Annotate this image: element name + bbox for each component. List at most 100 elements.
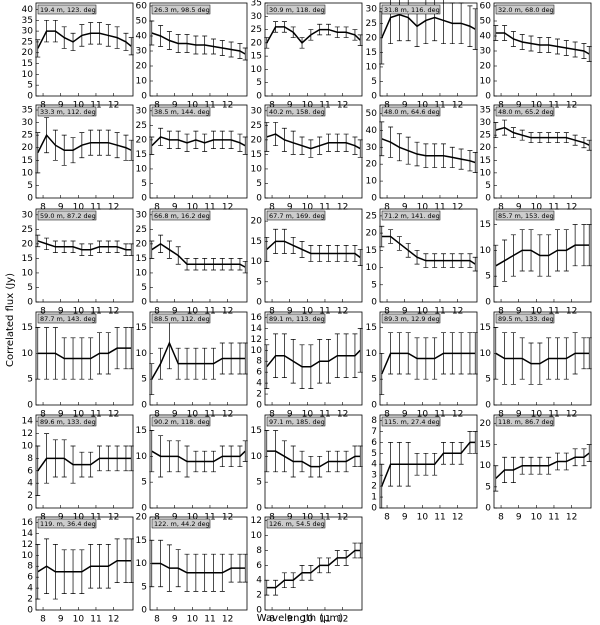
frame bbox=[379, 2, 478, 97]
panel-label: 97.1 m, 185. deg bbox=[269, 418, 325, 426]
x-tick-label: 9 bbox=[287, 101, 293, 111]
y-tick-label: 4 bbox=[27, 584, 33, 594]
y-tick-label: 15 bbox=[251, 237, 262, 247]
y-tick-label: 20 bbox=[251, 38, 263, 48]
x-tick-label: 8 bbox=[154, 615, 160, 625]
y-tick-label: 0 bbox=[256, 194, 262, 204]
flux-line bbox=[381, 352, 476, 375]
label-box bbox=[381, 4, 441, 15]
x-tick-label: 10 bbox=[302, 307, 314, 317]
y-tick-label: 15 bbox=[136, 426, 147, 436]
y-tick-label: 15 bbox=[480, 323, 491, 333]
label-box bbox=[381, 416, 441, 427]
panel-label: 126. m, 54.5 deg bbox=[269, 520, 325, 528]
panel-label: 33.3 m, 112. deg bbox=[40, 108, 96, 116]
y-tick-label: 2 bbox=[256, 390, 262, 400]
label-box bbox=[495, 313, 555, 324]
x-tick-label: 12 bbox=[222, 513, 233, 523]
x-tick-label: 12 bbox=[452, 203, 463, 213]
y-tick-label: 4 bbox=[256, 576, 262, 586]
panel: 0 2 4 6 8 10 12 14 8 9 10 11 12 89.6 m, 133. deg bbox=[22, 414, 134, 523]
panel-label: 19.4 m, 123. deg bbox=[40, 6, 96, 14]
x-tick-label: 9 bbox=[58, 513, 64, 523]
x-tick-label: 12 bbox=[452, 513, 463, 523]
y-tick-label: 30 bbox=[22, 210, 34, 220]
x-tick-label: 8 bbox=[384, 513, 390, 523]
y-tick-label: 0 bbox=[141, 298, 147, 308]
y-tick-label: 35 bbox=[480, 106, 491, 116]
y-tick-label: 15 bbox=[366, 323, 377, 333]
y-tick-label: 7 bbox=[371, 427, 377, 437]
panel: 0 10 20 30 40 50 8 9 10 11 12 48.0 m, 64.6 deg bbox=[366, 104, 478, 213]
x-tick-label: 9 bbox=[287, 615, 293, 625]
panel: 0 5 10 15 8 9 10 11 12 87.7 m, 143. deg bbox=[22, 311, 134, 420]
y-tick-label: 40 bbox=[366, 126, 378, 136]
y-tick-label: 15 bbox=[366, 246, 377, 256]
x-tick-label: 9 bbox=[172, 615, 178, 625]
y-tick-label: 35 bbox=[251, 0, 262, 9]
x-tick-label: 10 bbox=[187, 101, 199, 111]
panel-label: 89.6 m, 133. deg bbox=[40, 418, 96, 426]
flux-line bbox=[266, 549, 361, 589]
frame bbox=[149, 104, 248, 199]
x-tick-label: 11 bbox=[90, 410, 101, 420]
x-tick-label: 10 bbox=[531, 307, 543, 317]
x-tick-label: 8 bbox=[154, 101, 160, 111]
error-bar bbox=[440, 0, 446, 45]
panel: 0 5 10 15 20 25 8 9 10 11 12 71.2 m, 141. deg bbox=[366, 208, 478, 317]
y-tick-label: 10 bbox=[136, 164, 148, 174]
x-tick-label: 11 bbox=[548, 307, 559, 317]
y-tick-label: 10 bbox=[136, 268, 148, 278]
x-tick-label: 9 bbox=[287, 513, 293, 523]
flux-line bbox=[37, 560, 132, 573]
x-tick-label: 8 bbox=[40, 101, 46, 111]
x-tick-label: 12 bbox=[108, 307, 119, 317]
y-tick-label: 0 bbox=[256, 606, 262, 616]
frame bbox=[379, 414, 478, 509]
label-box bbox=[266, 210, 326, 221]
flux-line bbox=[37, 30, 132, 49]
y-tick-label: 60 bbox=[136, 2, 148, 12]
y-tick-label: 10 bbox=[251, 257, 263, 267]
panel: 0 5 10 15 20 25 30 35 8 9 10 11 12 48.0 m, 65.2 deg bbox=[480, 104, 592, 213]
panel: 0 5 10 15 20 25 30 8 9 10 11 12 38.5 m, 144. deg bbox=[136, 104, 248, 213]
panel-label: 26.3 m, 98.5 deg bbox=[154, 6, 210, 14]
y-tick-label: 30 bbox=[366, 4, 378, 14]
x-tick-label: 8 bbox=[269, 410, 275, 420]
y-tick-label: 20 bbox=[22, 143, 34, 153]
y-tick-label: 10 bbox=[480, 246, 492, 256]
x-tick-label: 11 bbox=[434, 307, 445, 317]
y-tick-label: 5 bbox=[141, 179, 147, 189]
x-tick-label: 11 bbox=[204, 101, 215, 111]
x-tick-label: 11 bbox=[434, 101, 445, 111]
y-tick-label: 15 bbox=[22, 59, 33, 69]
x-tick-label: 8 bbox=[269, 203, 275, 213]
y-tick-label: 30 bbox=[480, 47, 492, 57]
x-tick-label: 10 bbox=[187, 513, 199, 523]
y-tick-label: 5 bbox=[485, 482, 491, 492]
y-tick-label: 5 bbox=[141, 582, 147, 592]
frame bbox=[493, 311, 592, 406]
x-tick-label: 11 bbox=[434, 513, 445, 523]
y-tick-label: 0 bbox=[27, 194, 33, 204]
panel: 0 5 10 15 8 9 10 11 12 85.7 m, 153. deg bbox=[480, 208, 592, 317]
panel-label: 71.2 m, 141. deg bbox=[384, 212, 440, 220]
y-tick-label: 6 bbox=[371, 438, 377, 448]
frame bbox=[149, 311, 248, 406]
flux-line bbox=[37, 133, 132, 154]
y-tick-label: 5 bbox=[27, 181, 33, 191]
x-tick-label: 12 bbox=[108, 513, 119, 523]
y-tick-label: 6 bbox=[256, 561, 262, 571]
y-tick-label: 25 bbox=[22, 225, 33, 235]
flux-line bbox=[37, 240, 132, 251]
x-axis-label: Wavelength (μm) bbox=[257, 613, 344, 624]
y-tick-label: 2 bbox=[256, 591, 262, 601]
x-tick-label: 10 bbox=[302, 101, 314, 111]
y-tick-label: 8 bbox=[27, 454, 33, 464]
flux-line bbox=[37, 457, 132, 472]
panel-label: 89.1 m, 113. deg bbox=[269, 315, 325, 323]
x-tick-label: 11 bbox=[319, 307, 330, 317]
y-tick-label: 20 bbox=[136, 62, 148, 72]
frame bbox=[149, 208, 248, 303]
